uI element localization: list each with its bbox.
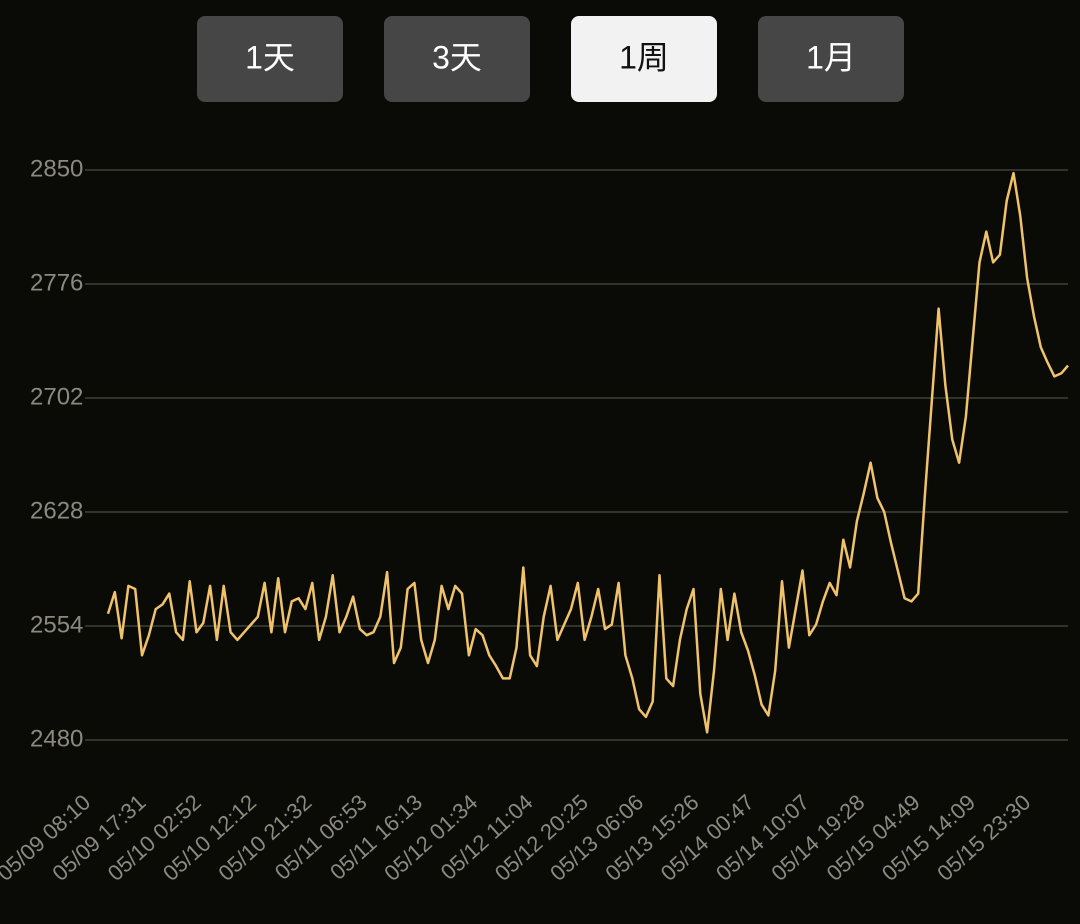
y-tick-label: 2850 (30, 155, 83, 182)
tab-button[interactable] (197, 16, 343, 102)
tab-label[interactable]: 1月 (806, 39, 856, 75)
y-tick-label: 2776 (30, 269, 83, 296)
tab-button[interactable] (758, 16, 904, 102)
y-tick-label: 2480 (30, 725, 83, 752)
tab-label[interactable]: 1天 (245, 39, 295, 75)
tab-label[interactable]: 3天 (432, 39, 482, 75)
tab-button[interactable] (384, 16, 530, 102)
tab-label[interactable]: 1周 (619, 39, 669, 75)
tab-button[interactable] (571, 16, 717, 102)
y-tick-label: 2554 (30, 611, 83, 638)
y-tick-label: 2702 (30, 383, 83, 410)
y-tick-label: 2628 (30, 497, 83, 524)
price-line (106, 171, 1069, 734)
